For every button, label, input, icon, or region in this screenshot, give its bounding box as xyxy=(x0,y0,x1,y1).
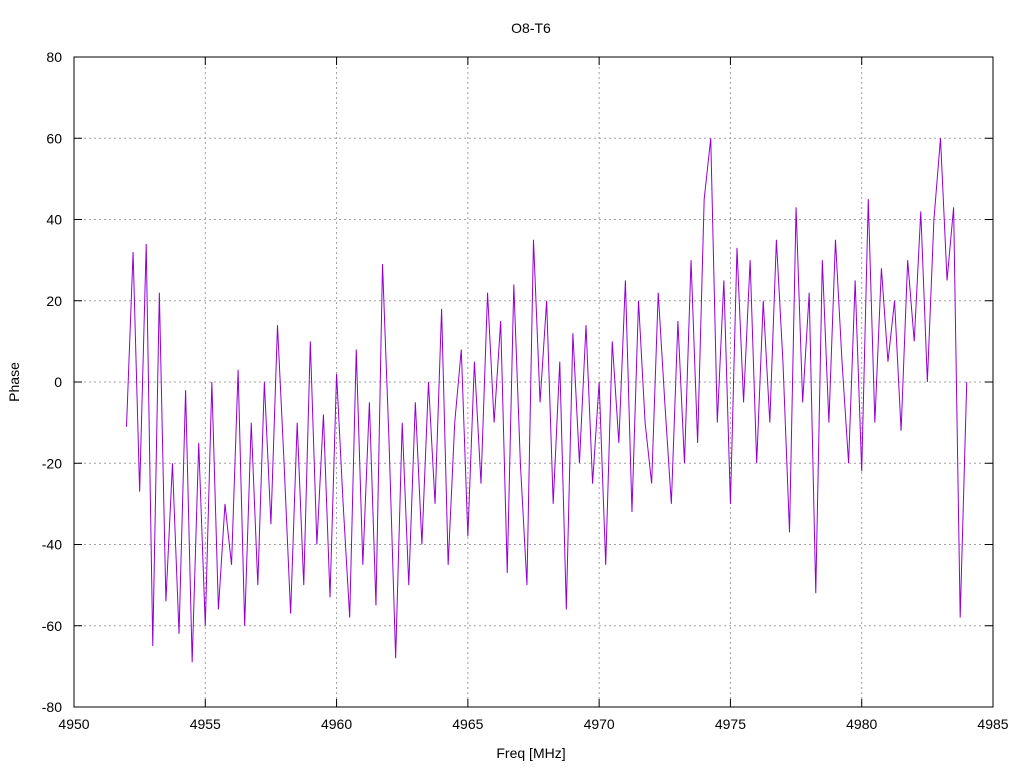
y-tick-label: 0 xyxy=(54,374,62,390)
y-tick-label: 40 xyxy=(46,212,62,228)
y-tick-label: -60 xyxy=(42,618,62,634)
x-tick-label: 4955 xyxy=(190,716,221,732)
x-tick-label: 4965 xyxy=(452,716,483,732)
data-line xyxy=(126,138,968,663)
y-axis-label: Phase xyxy=(6,362,22,402)
y-tick-label: 80 xyxy=(46,49,62,65)
plot-frame xyxy=(73,56,994,708)
chart-title: O8-T6 xyxy=(511,20,551,36)
x-tick-label: 4950 xyxy=(58,716,89,732)
y-tick-label: -40 xyxy=(42,537,62,553)
y-tick-label: 60 xyxy=(46,130,62,146)
y-tick-label: 20 xyxy=(46,293,62,309)
x-tick-label: 4975 xyxy=(715,716,746,732)
x-tick-label: 4980 xyxy=(846,716,877,732)
y-tick-label: -80 xyxy=(42,699,62,715)
x-tick-label: 4985 xyxy=(977,716,1008,732)
x-axis-label: Freq [MHz] xyxy=(496,745,565,761)
x-tick-label: 4970 xyxy=(584,716,615,732)
y-tick-label: -20 xyxy=(42,455,62,471)
x-tick-label: 4960 xyxy=(321,716,352,732)
